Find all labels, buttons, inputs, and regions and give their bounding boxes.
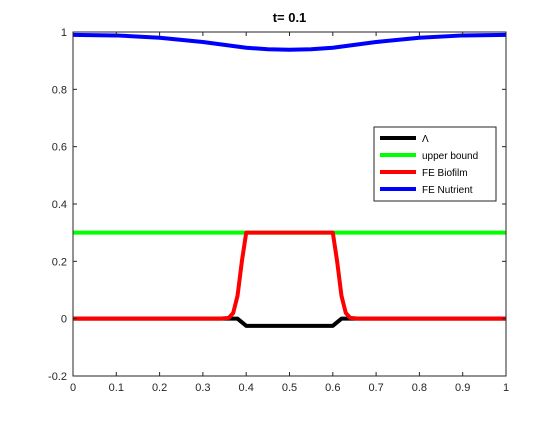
x-tick-label: 0.8 xyxy=(412,382,427,394)
series-layer xyxy=(72,32,507,328)
x-tick-label: 0 xyxy=(70,382,76,394)
legend-label-upper-bound: upper bound xyxy=(422,151,478,162)
x-tick-label: 0.1 xyxy=(109,382,124,394)
x-tick-label: 0.6 xyxy=(325,382,340,394)
y-tick-label: 0.4 xyxy=(52,199,67,211)
x-tick-label: 1 xyxy=(503,382,509,394)
x-tick-label: 0.9 xyxy=(455,382,470,394)
x-tick-label: 0.5 xyxy=(282,382,297,394)
x-tick-label: 0.2 xyxy=(152,382,167,394)
x-tick-label: 0.3 xyxy=(195,382,210,394)
y-tick-label: 0.8 xyxy=(52,84,67,96)
axes-layer: 0 0.1 0.2 0.3 0.4 0.5 0.6 0.7 0.8 0.9 1-0.200.20.4… xyxy=(48,27,509,394)
legend-label-lambda: Λ xyxy=(422,134,429,145)
y-tick-label: 0 xyxy=(61,314,67,326)
series-line-fe-nutrient xyxy=(72,32,507,52)
legend-label-fe-nutrient: FE Nutrient xyxy=(422,185,473,196)
y-tick-label: 1 xyxy=(61,27,67,39)
x-tick-label: 0.7 xyxy=(368,382,383,394)
chart-title: t= 0.1 xyxy=(273,10,307,25)
legend-label-fe-biofilm: FE Biofilm xyxy=(422,168,468,179)
series-line-fe-biofilm xyxy=(73,230,506,321)
series-line-lambda xyxy=(73,316,506,328)
x-tick-label: 0.4 xyxy=(239,382,254,394)
y-tick-label: -0.2 xyxy=(48,371,67,383)
y-tick-label: 0.2 xyxy=(52,256,67,268)
y-tick-label: 0.6 xyxy=(52,142,67,154)
